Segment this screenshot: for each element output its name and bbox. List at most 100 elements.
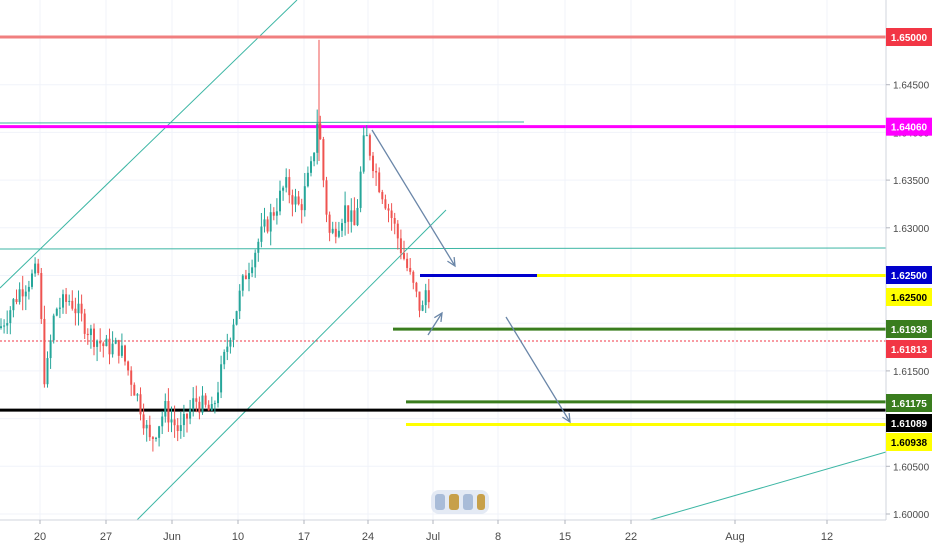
trendline — [649, 451, 887, 521]
candle-body — [102, 343, 105, 347]
candle-body — [124, 345, 126, 362]
candle-body — [322, 139, 325, 181]
candle-body — [421, 305, 424, 311]
x-tick-label: 8 — [495, 531, 501, 543]
candle-body — [52, 315, 55, 341]
level-line-layer — [0, 35, 886, 427]
candle-body — [148, 424, 151, 438]
candle-layer — [0, 39, 430, 452]
candle-body — [359, 171, 362, 208]
candle-body — [71, 300, 74, 309]
price-badge-layer: 1.65000 1.64060 1.62500 1.62500 1.61938 1.618… — [886, 28, 932, 451]
candle-body — [244, 275, 247, 280]
candle-body — [248, 273, 250, 280]
y-tick-label: 1.60500 — [893, 462, 930, 473]
trendline-layer — [0, 0, 887, 521]
candle-body — [89, 328, 92, 336]
price-badge: 1.61938 — [886, 320, 932, 338]
candle-body — [418, 291, 421, 311]
price-badge: 1.62500 — [886, 288, 932, 306]
candle-body — [368, 135, 371, 156]
price-badge-label: 1.64060 — [891, 123, 928, 134]
candle-body — [40, 273, 43, 319]
candle-body — [136, 394, 139, 396]
candle-body — [182, 413, 185, 426]
price-badge-label: 1.65000 — [891, 33, 928, 44]
candle-body — [43, 318, 46, 385]
candle-body — [117, 340, 120, 356]
candle-body — [65, 294, 68, 302]
candle-body — [192, 398, 195, 410]
candle-body — [337, 230, 340, 237]
projection-arrow-head — [434, 311, 443, 323]
x-tick-label: 17 — [298, 531, 310, 543]
candle-body — [403, 253, 405, 259]
price-badge-bg — [886, 117, 932, 136]
price-badge-bg — [886, 28, 932, 46]
candle-body — [350, 210, 353, 222]
candle-body — [58, 307, 61, 309]
candle-body — [254, 252, 257, 268]
price-badge-bg — [886, 433, 932, 451]
price-badge-label: 1.61813 — [891, 345, 928, 356]
candle-body — [176, 425, 179, 432]
candle-body — [127, 361, 130, 371]
price-badge-bg — [886, 394, 932, 412]
price-badge: 1.61089 — [886, 414, 932, 432]
candle-body — [37, 263, 40, 274]
candle-body — [34, 263, 37, 274]
candle-body — [390, 210, 393, 219]
candle-body — [282, 187, 285, 191]
price-badge-label: 1.60938 — [891, 438, 928, 449]
candle-body — [291, 195, 294, 205]
candle-body — [179, 425, 182, 432]
candle-body — [142, 414, 145, 429]
candle-body — [93, 328, 95, 347]
arrow-layer — [371, 129, 571, 424]
candle-body — [86, 333, 89, 336]
candle-body — [347, 205, 350, 222]
candle-body — [204, 395, 207, 405]
candle-body — [257, 241, 260, 253]
candle-body — [344, 205, 347, 224]
projection-arrow-line — [505, 316, 571, 423]
candle-body — [207, 404, 210, 411]
candle-body — [288, 177, 291, 196]
candle-body — [384, 199, 387, 209]
price-badge: 1.60938 — [886, 433, 932, 451]
candle-body — [96, 340, 99, 347]
projection-arrow-head — [562, 412, 571, 424]
price-badge-bg — [886, 320, 932, 338]
candle-body — [300, 204, 303, 211]
price-badge: 1.62500 — [886, 266, 932, 284]
price-badge: 1.65000 — [886, 28, 932, 46]
candle-body — [356, 207, 359, 226]
candle-body — [31, 273, 33, 287]
x-tick-label: 12 — [821, 531, 833, 543]
price-badge: 1.61813 — [886, 340, 932, 358]
candle-body — [0, 326, 2, 328]
projection-arrow-line — [427, 312, 443, 336]
candle-body — [99, 340, 102, 344]
watermark-logo — [431, 490, 489, 514]
candle-body — [105, 338, 108, 347]
trendline — [0, 247, 887, 250]
candle-body — [381, 191, 384, 200]
trendline — [136, 209, 447, 521]
time-axis[interactable]: 20 27 Jun 10 17 24 Jul 8 15 22 Aug 12 — [0, 519, 932, 550]
candle-body — [331, 228, 334, 233]
candle-body — [83, 313, 86, 334]
candle-body — [325, 180, 328, 215]
candle-body — [285, 177, 288, 188]
candle-body — [167, 401, 170, 423]
candle-body — [46, 358, 49, 385]
x-tick-label: 20 — [34, 531, 46, 543]
x-tick-label: 10 — [232, 531, 244, 543]
candle-body — [62, 294, 64, 308]
candle-body — [173, 419, 176, 426]
candle-body — [375, 171, 378, 173]
x-tick-label: 15 — [559, 531, 571, 543]
candle-body — [263, 219, 266, 227]
